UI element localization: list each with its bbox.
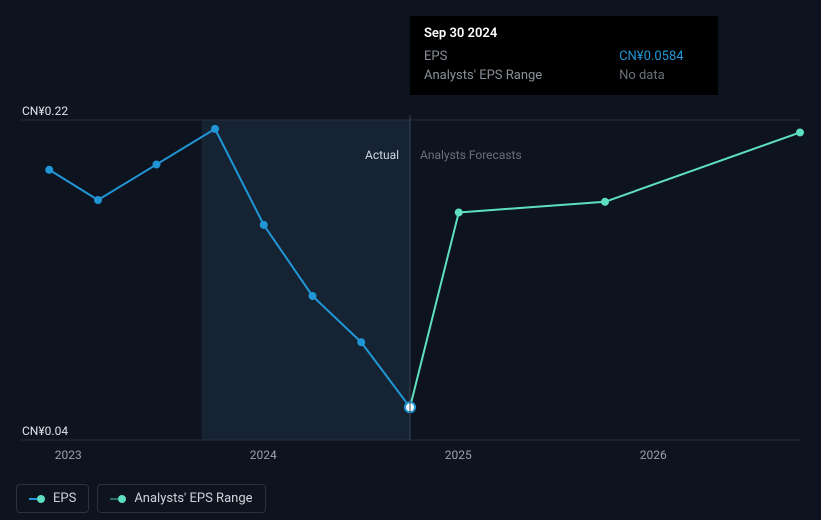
legend-swatch	[29, 495, 45, 503]
legend-label: Analysts' EPS Range	[134, 491, 252, 506]
chart-legend: EPS Analysts' EPS Range	[16, 484, 266, 513]
tooltip-row-value: No data	[619, 66, 704, 85]
region-label-forecast: Analysts Forecasts	[420, 148, 522, 162]
legend-item-eps[interactable]: EPS	[16, 484, 89, 513]
x-axis-tick-label: 2026	[640, 448, 667, 462]
x-axis-tick-label: 2025	[445, 448, 472, 462]
legend-label: EPS	[53, 491, 76, 506]
tooltip-row-value: CN¥0.0584	[619, 47, 704, 66]
y-axis-tick-label: CN¥0.04	[22, 424, 68, 438]
legend-line-icon	[29, 498, 37, 500]
tooltip-row: EPS CN¥0.0584	[424, 47, 704, 66]
tooltip-row-label: EPS	[424, 47, 619, 66]
legend-dot-icon	[37, 495, 45, 503]
legend-line-icon	[110, 498, 118, 500]
legend-swatch	[110, 495, 126, 503]
tooltip-table: EPS CN¥0.0584 Analysts' EPS Range No dat…	[424, 47, 704, 85]
y-axis-tick-label: CN¥0.22	[22, 104, 68, 118]
legend-item-eps-range[interactable]: Analysts' EPS Range	[97, 484, 265, 513]
eps-chart: Sep 30 2024 EPS CN¥0.0584 Analysts' EPS …	[0, 0, 821, 520]
legend-dot-icon	[118, 495, 126, 503]
tooltip-row-label: Analysts' EPS Range	[424, 66, 619, 85]
x-axis-tick-label: 2024	[250, 448, 277, 462]
tooltip-date: Sep 30 2024	[424, 26, 704, 41]
x-axis-tick-label: 2023	[55, 448, 82, 462]
tooltip-row: Analysts' EPS Range No data	[424, 66, 704, 85]
chart-tooltip: Sep 30 2024 EPS CN¥0.0584 Analysts' EPS …	[410, 16, 718, 95]
region-label-actual: Actual	[365, 148, 399, 162]
